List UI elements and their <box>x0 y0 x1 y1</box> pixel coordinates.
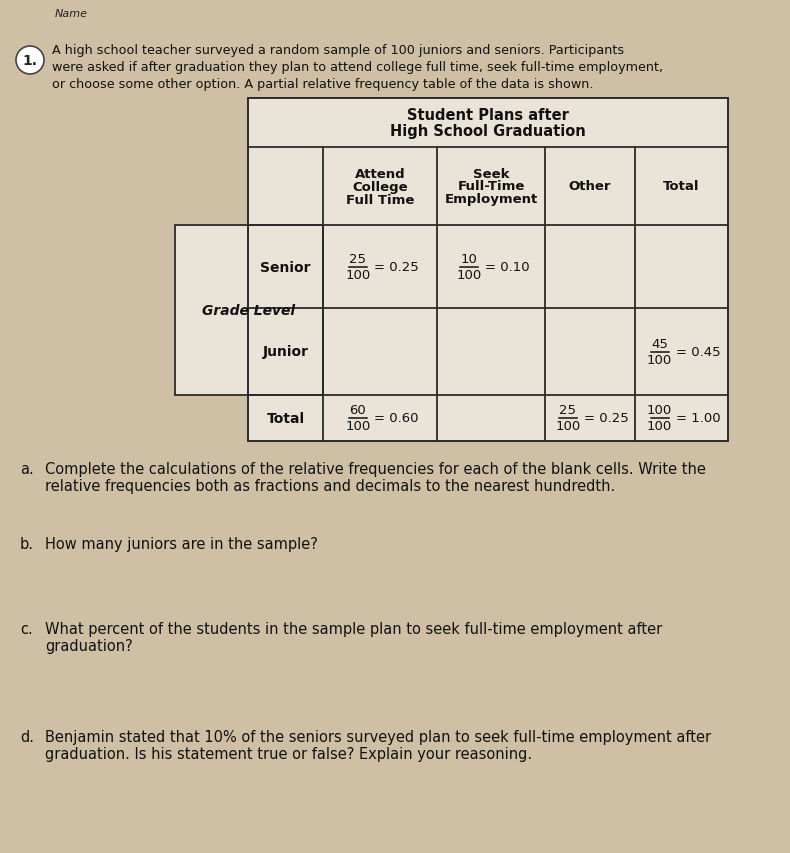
Text: 100: 100 <box>457 269 482 281</box>
Text: High School Graduation: High School Graduation <box>390 124 586 139</box>
Text: 10: 10 <box>461 252 477 265</box>
Text: Total: Total <box>266 411 305 426</box>
Text: Grade Level: Grade Level <box>202 304 295 317</box>
Text: 25: 25 <box>349 252 367 265</box>
Text: = 0.45: = 0.45 <box>675 345 720 358</box>
Text: College: College <box>352 180 408 194</box>
Text: d.: d. <box>20 729 34 744</box>
Text: Name: Name <box>55 9 88 19</box>
Text: 100: 100 <box>345 420 371 433</box>
Text: were asked if after graduation they plan to attend college full time, seek full-: were asked if after graduation they plan… <box>52 61 663 74</box>
Text: Total: Total <box>664 180 700 194</box>
Text: c.: c. <box>20 621 32 636</box>
Text: a.: a. <box>20 461 34 477</box>
Bar <box>175 226 323 396</box>
Text: 100: 100 <box>345 269 371 281</box>
Text: What percent of the students in the sample plan to seek full-time employment aft: What percent of the students in the samp… <box>45 621 662 636</box>
Text: relative frequencies both as fractions and decimals to the nearest hundredth.: relative frequencies both as fractions a… <box>45 479 615 493</box>
Text: Attend: Attend <box>355 167 405 180</box>
Text: Seek: Seek <box>472 167 510 180</box>
Text: 1.: 1. <box>22 54 37 68</box>
Text: 100: 100 <box>647 354 672 367</box>
Text: Employment: Employment <box>444 194 538 206</box>
Text: 100: 100 <box>555 420 581 433</box>
Text: b.: b. <box>20 537 34 551</box>
Text: = 0.10: = 0.10 <box>485 261 529 274</box>
Text: 100: 100 <box>647 420 672 433</box>
Circle shape <box>16 47 44 75</box>
Text: graduation. Is his statement true or false? Explain your reasoning.: graduation. Is his statement true or fal… <box>45 746 532 761</box>
Text: Complete the calculations of the relative frequencies for each of the blank cell: Complete the calculations of the relativ… <box>45 461 706 477</box>
Text: Junior: Junior <box>262 345 309 359</box>
Text: A high school teacher surveyed a random sample of 100 juniors and seniors. Parti: A high school teacher surveyed a random … <box>52 44 624 57</box>
Text: graduation?: graduation? <box>45 638 133 653</box>
Text: = 0.60: = 0.60 <box>374 412 419 425</box>
Text: How many juniors are in the sample?: How many juniors are in the sample? <box>45 537 318 551</box>
Bar <box>248 99 728 442</box>
Text: Full Time: Full Time <box>346 194 414 206</box>
Text: Student Plans after: Student Plans after <box>407 107 569 123</box>
Text: 45: 45 <box>651 338 668 351</box>
Text: = 1.00: = 1.00 <box>675 412 720 425</box>
Text: = 0.25: = 0.25 <box>584 412 629 425</box>
Text: Other: Other <box>569 180 611 194</box>
Text: Senior: Senior <box>260 260 310 274</box>
Text: 25: 25 <box>559 404 577 417</box>
Text: 100: 100 <box>647 404 672 417</box>
Text: Benjamin stated that 10% of the seniors surveyed plan to seek full-time employme: Benjamin stated that 10% of the seniors … <box>45 729 711 744</box>
Text: or choose some other option. A partial relative frequency table of the data is s: or choose some other option. A partial r… <box>52 78 593 91</box>
Text: 60: 60 <box>350 404 367 417</box>
Text: = 0.25: = 0.25 <box>374 261 419 274</box>
Bar <box>175 226 323 396</box>
Bar <box>248 99 728 442</box>
Text: Full-Time: Full-Time <box>457 180 525 194</box>
